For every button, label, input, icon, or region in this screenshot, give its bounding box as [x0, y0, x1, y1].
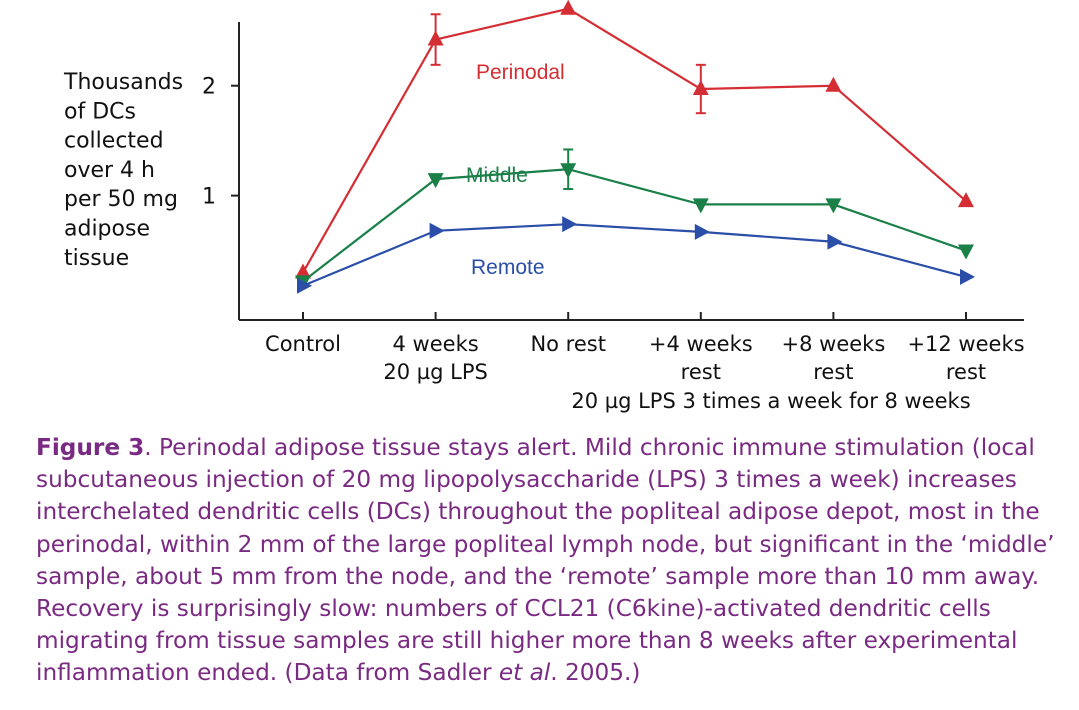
- x-tick-label: No rest: [530, 332, 606, 356]
- x-tick-label: Control: [265, 332, 341, 356]
- y-tick-label: 1: [202, 185, 216, 210]
- data-point-perinodal: [295, 263, 311, 279]
- series-label-perinodal: Perinodal: [476, 61, 565, 84]
- figure-caption-end: . 2005.): [550, 659, 641, 687]
- series-line-middle: [302, 168, 967, 283]
- data-point-perinodal: [692, 80, 709, 96]
- axes: 12: [202, 22, 1024, 321]
- figure-caption-label: Figure 3: [36, 434, 145, 461]
- data-point-middle: [825, 198, 842, 214]
- series-label-middle: Middle: [466, 164, 528, 187]
- dc-line-chart: Thousands of DCs collected over 4 h per 50 m…: [63, 0, 1025, 413]
- x-tick-label: rest: [813, 360, 853, 384]
- figure-caption-italic: et al: [498, 659, 551, 687]
- data-point-remote: [960, 268, 975, 285]
- series-middle: Middle: [295, 148, 974, 291]
- y-axis-label-line: over 4 h: [64, 158, 155, 183]
- data-point-remote: [827, 233, 843, 250]
- series-remote: Remote: [297, 216, 975, 294]
- series-line-remote: [302, 223, 967, 287]
- series-perinodal: Perinodal: [295, 0, 974, 279]
- y-axis-label-line: per 50 mg: [64, 187, 178, 212]
- data-point-perinodal: [825, 76, 842, 92]
- x-tick-label: 4 weeks: [393, 332, 479, 356]
- data-point-middle: [958, 244, 974, 260]
- figure-caption: Figure 3. Perinodal adipose tissue stays…: [36, 432, 1071, 690]
- series-line-perinodal: [302, 7, 967, 274]
- data-point-remote: [694, 223, 710, 240]
- y-axis-label-line: of DCs: [64, 99, 136, 124]
- series-label-remote: Remote: [471, 256, 545, 279]
- x-tick-label: +12 weeks: [907, 332, 1024, 356]
- x-tick-label: +8 weeks: [782, 332, 886, 356]
- y-axis-label: Thousands of DCs collected over 4 h per 50 m…: [63, 70, 183, 271]
- y-axis-label-line: adipose: [64, 217, 150, 242]
- x-tick-label: +4 weeks: [649, 332, 753, 356]
- figure-caption-text: . Perinodal adipose tissue stays alert. …: [36, 434, 1055, 687]
- data-point-perinodal: [427, 30, 444, 46]
- data-point-perinodal: [560, 0, 577, 15]
- data-point-middle: [427, 173, 444, 189]
- x-axis-group-label: 20 µg LPS 3 times a week for 8 weeks: [571, 389, 970, 413]
- data-point-middle: [692, 198, 709, 214]
- x-axis-category-labels: Control 4 weeks 20 µg LPS No rest +4 weeks re…: [265, 332, 1025, 384]
- x-tick-label: rest: [946, 360, 986, 384]
- y-tick-label: 2: [202, 75, 216, 100]
- series-layer: Perinodal Middle Remote: [295, 0, 975, 294]
- data-point-perinodal: [958, 192, 974, 208]
- y-axis-label-line: tissue: [64, 246, 129, 271]
- y-axis-label-line: collected: [64, 129, 164, 154]
- data-point-remote: [429, 222, 445, 239]
- data-point-middle: [560, 163, 577, 179]
- x-tick-label: rest: [681, 360, 721, 384]
- data-point-remote: [297, 277, 312, 294]
- x-tick-label: 20 µg LPS: [383, 360, 487, 384]
- y-axis-label-line: Thousands: [63, 70, 183, 95]
- data-point-remote: [562, 216, 578, 233]
